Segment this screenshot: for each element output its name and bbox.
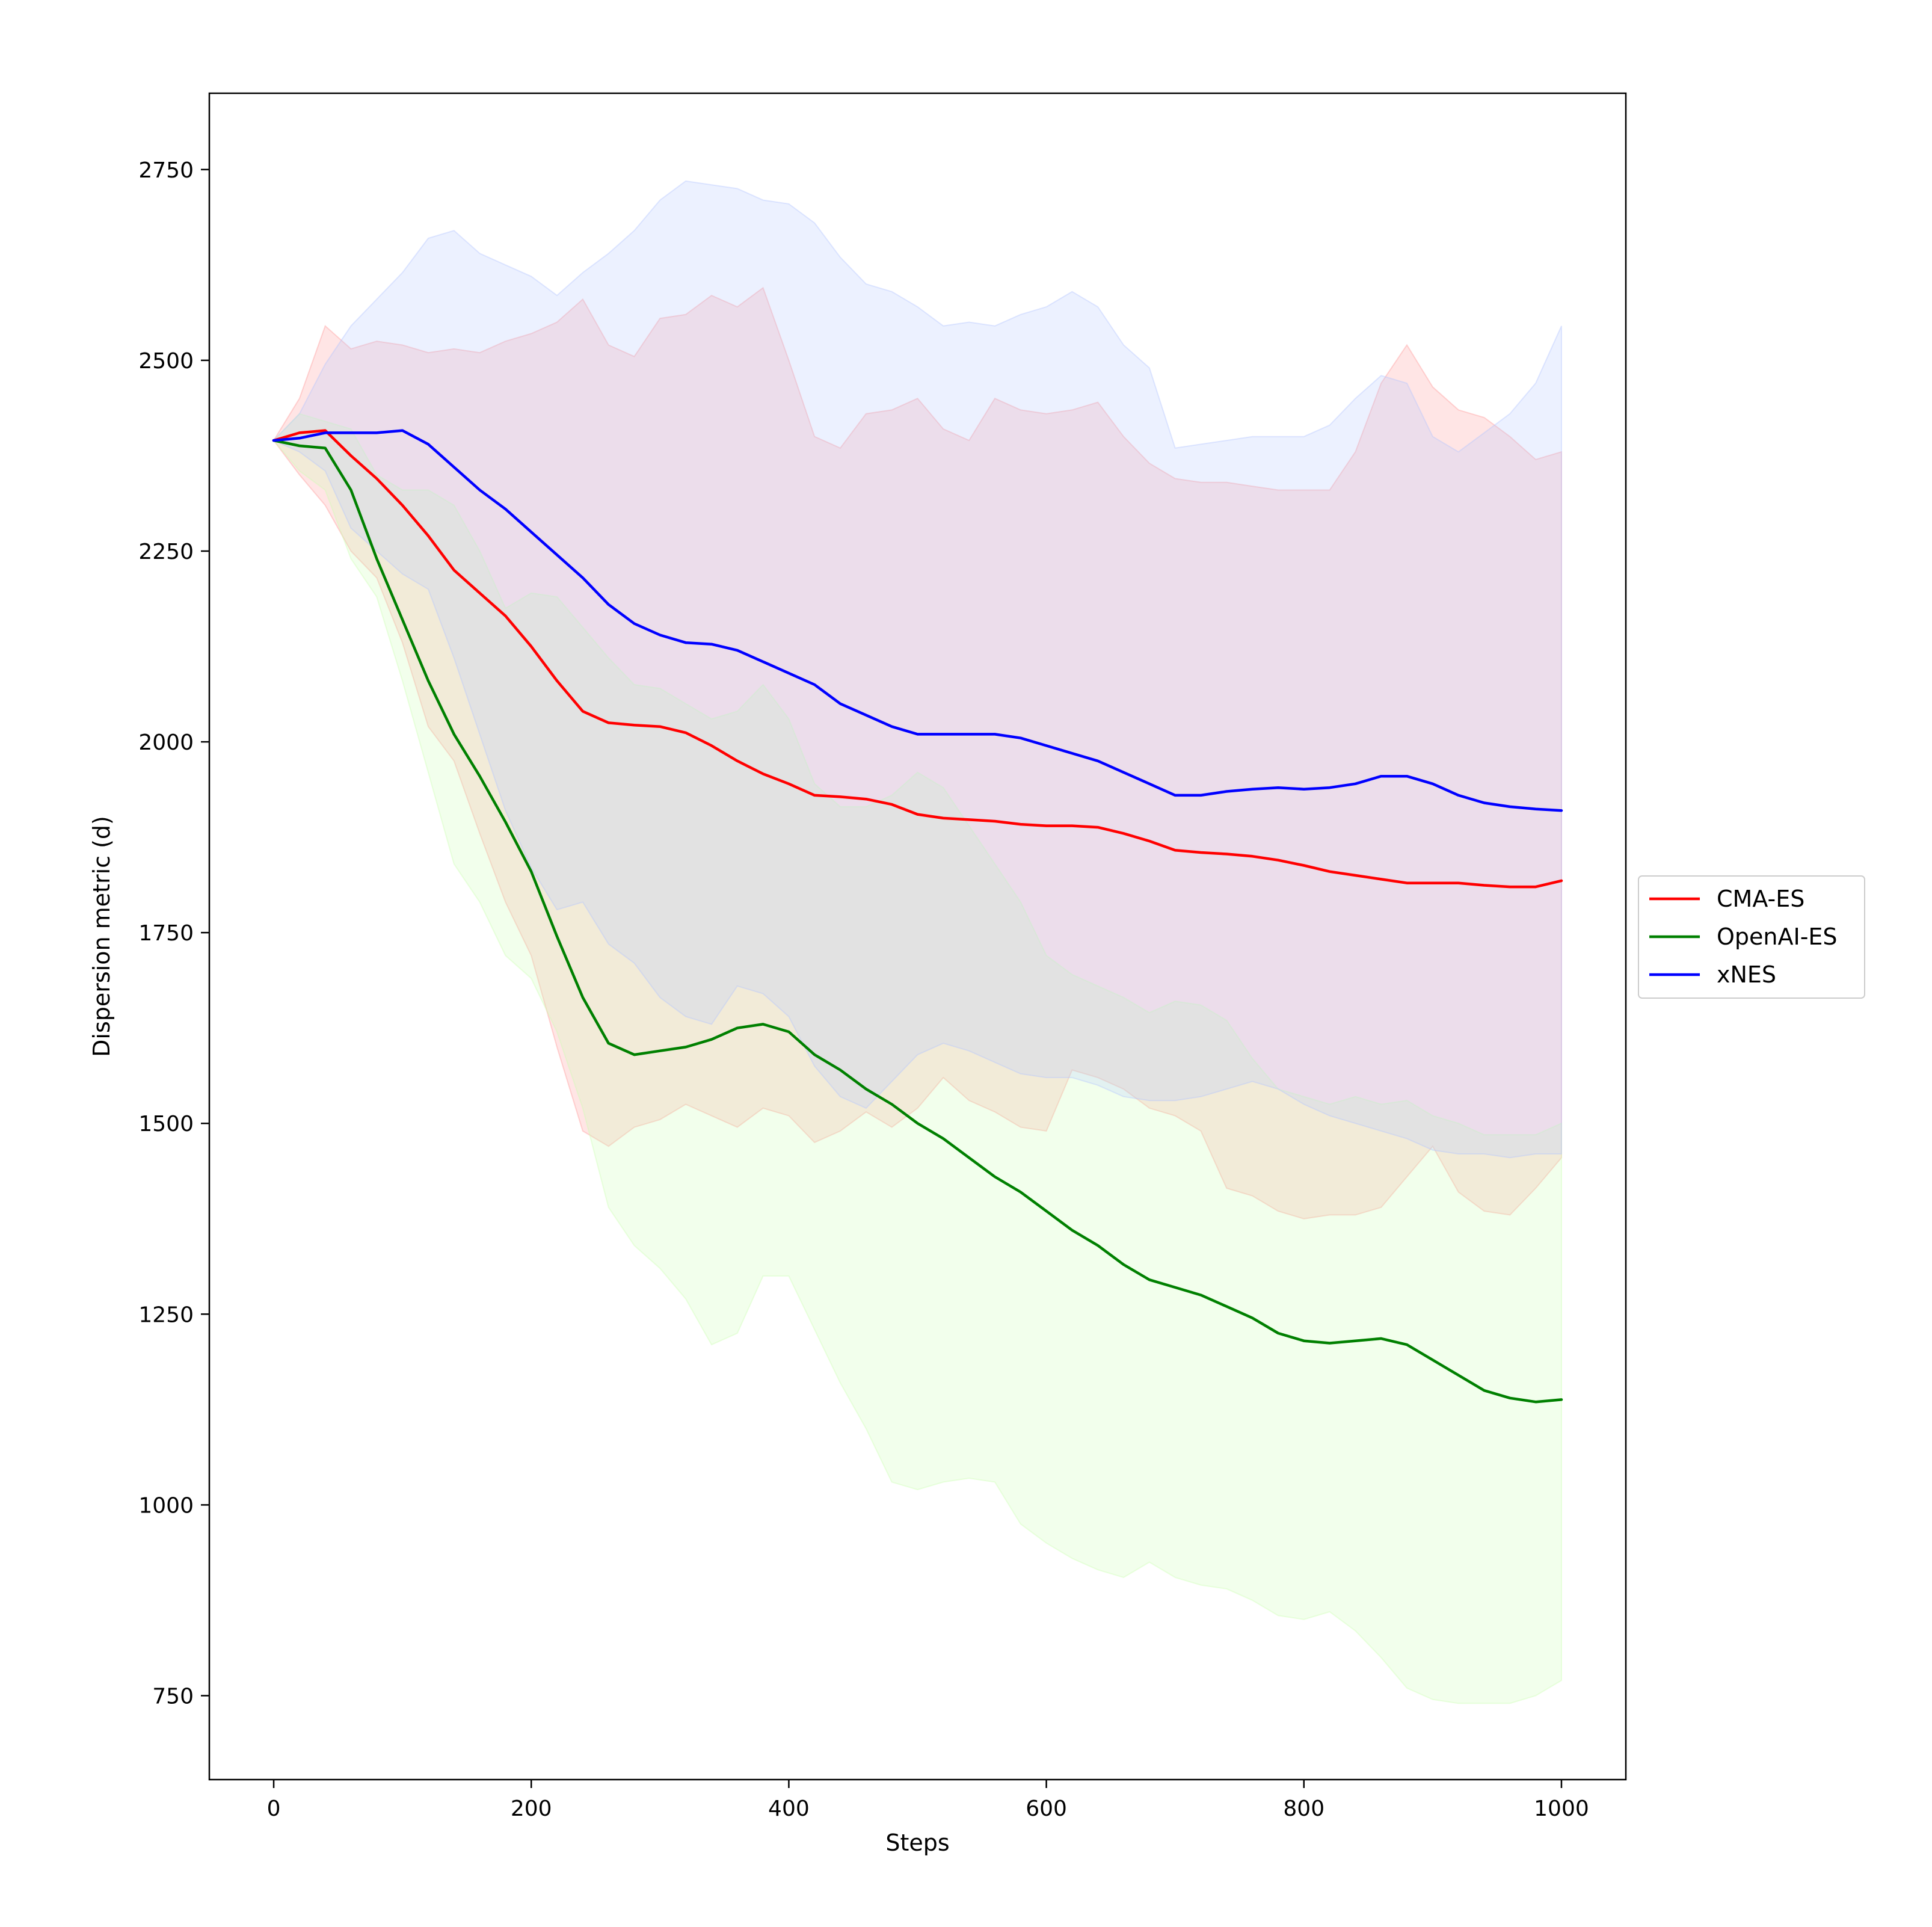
x-axis-label: Steps (885, 1830, 949, 1856)
plot-frame (208, 92, 1627, 1781)
y-tick-label: 1500 (138, 1112, 194, 1136)
y-tick-label: 2250 (138, 540, 194, 564)
x-tick-label: 400 (768, 1796, 810, 1821)
y-tick-label: 2750 (138, 158, 194, 183)
y-tick-label: 1000 (138, 1493, 194, 1518)
confidence-bands (272, 180, 1562, 1704)
x-tick-label: 800 (1283, 1796, 1324, 1821)
cma-es-band (272, 286, 1562, 1219)
xnes-legend-label: xNES (1717, 961, 1776, 988)
openai-es-band (272, 413, 1562, 1704)
x-tick-label: 1000 (1534, 1796, 1589, 1821)
series-lines (272, 429, 1563, 1404)
y-tick-label: 2500 (138, 349, 194, 374)
xnes-line (272, 429, 1563, 812)
y-tick-label: 750 (152, 1684, 194, 1709)
xnes-band (272, 180, 1562, 1159)
legend-box (1638, 875, 1865, 999)
x-tick-label: 0 (267, 1796, 281, 1821)
cma-es-legend-label: CMA-ES (1717, 886, 1804, 912)
y-axis-ticks: 750 1000 1250 1500 1750 2000 2250 2500 2750 (138, 158, 209, 1709)
x-tick-label: 600 (1026, 1796, 1067, 1821)
x-tick-label: 200 (511, 1796, 552, 1821)
y-tick-label: 1250 (138, 1303, 194, 1327)
x-axis-ticks: 0 200 400 600 800 1000 (267, 1780, 1589, 1821)
legend: CMA-ES OpenAI-ES xNES (1638, 875, 1865, 999)
openai-es-legend-label: OpenAI-ES (1717, 923, 1838, 950)
openai-es-line (272, 439, 1563, 1404)
y-axis-label: Dispersion metric (d) (88, 816, 115, 1057)
y-tick-label: 1750 (138, 921, 194, 946)
y-tick-label: 2000 (138, 730, 194, 755)
cma-es-line (272, 429, 1563, 889)
